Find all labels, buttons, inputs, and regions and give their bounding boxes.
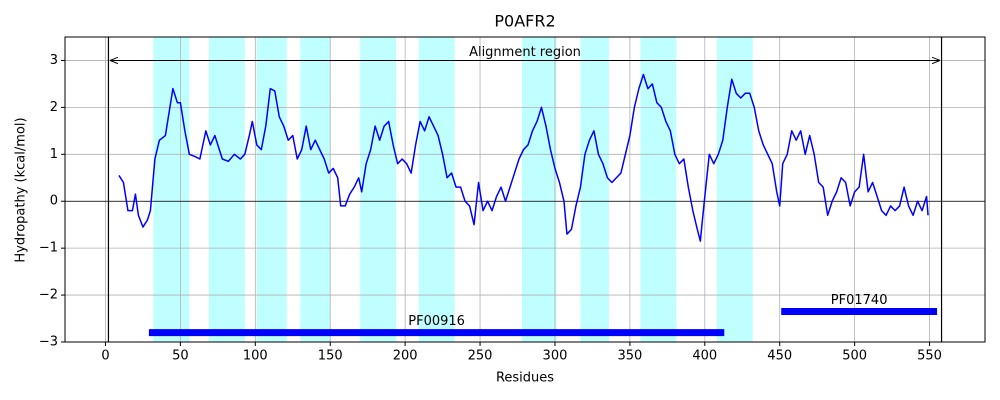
y-tick-label: 2: [50, 100, 58, 115]
tm-region: [360, 37, 397, 342]
tm-region: [208, 37, 245, 342]
x-tick-label: 500: [842, 349, 867, 364]
tm-region: [640, 37, 677, 342]
domain-bar: [781, 308, 938, 315]
domain-label: PF01740: [831, 293, 888, 308]
y-tick-label: −2: [39, 288, 58, 303]
tm-region: [580, 37, 609, 342]
plot-frame: [64, 36, 986, 343]
x-tick-label: 150: [318, 349, 343, 364]
hydropathy-line: [118, 73, 929, 242]
domain-bar: [148, 329, 725, 337]
x-tick-label: 0: [101, 349, 109, 364]
tm-region: [153, 37, 190, 342]
x-tick-label: 450: [767, 349, 792, 364]
y-tick-label: 1: [50, 147, 58, 162]
x-axis-label: Residues: [496, 371, 554, 386]
y-tick-label: 3: [50, 53, 58, 68]
x-tick-label: 50: [172, 349, 189, 364]
x-tick-label: 400: [692, 349, 717, 364]
tm-region: [522, 37, 557, 342]
x-tick-label: 100: [243, 349, 268, 364]
x-tick-label: 550: [917, 349, 942, 364]
tm-region: [300, 37, 331, 342]
x-tick-label: 200: [393, 349, 418, 364]
y-tick-label: 0: [50, 194, 58, 209]
x-tick-label: 300: [543, 349, 568, 364]
x-tick-label: 250: [468, 349, 493, 364]
domain-label: PF00916: [408, 314, 465, 329]
y-tick-label: −3: [39, 335, 58, 350]
tm-region: [716, 37, 753, 342]
y-tick-label: −1: [39, 241, 58, 256]
x-tick-label: 350: [617, 349, 642, 364]
annotation-label: Alignment region: [469, 45, 581, 60]
tm-region: [256, 37, 287, 342]
chart-title: P0AFR2: [494, 12, 555, 31]
tm-region: [418, 37, 455, 342]
y-axis-label: Hydropathy (kcal/mol): [14, 117, 29, 262]
